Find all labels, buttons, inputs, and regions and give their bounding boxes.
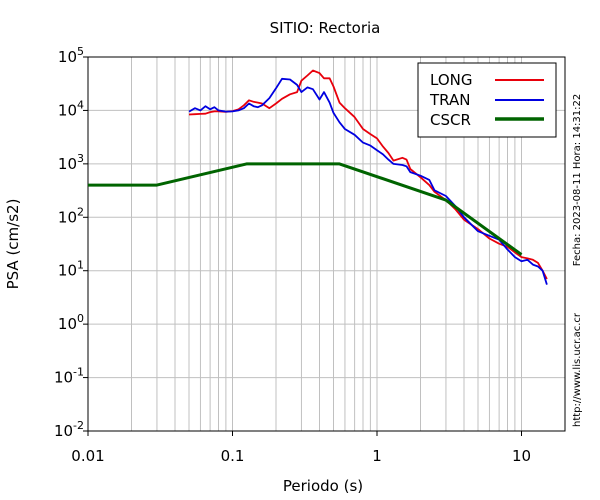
long-series-line: [188, 69, 548, 280]
grid: [88, 57, 565, 431]
legend-label-tran: TRAN: [429, 91, 470, 109]
cscr-series-line: [88, 162, 523, 256]
x-tick-label: 10: [512, 447, 531, 465]
x-tick-label: 1: [372, 447, 382, 465]
y-axis-label: PSA (cm/s2): [4, 199, 22, 290]
legend: LONG TRAN CSCR: [417, 62, 557, 138]
legend-label-cscr: CSCR: [430, 111, 471, 129]
x-tick-label: 0.1: [221, 447, 245, 465]
plot-frame: [87, 56, 566, 432]
tran-series-line: [188, 77, 548, 285]
legend-label-long: LONG: [430, 71, 472, 89]
timestamp-note: Fecha: 2023-08-11 Hora: 14:31:22: [572, 94, 583, 267]
y-tick-label: 103: [58, 152, 84, 173]
y-tick-label: 101: [58, 259, 84, 280]
axis-ticks: 0.01 0.1 1 10 10-2 10-1 100 101 102 103 104 105: [54, 45, 531, 465]
y-tick-label: 10-2: [54, 419, 84, 440]
y-tick-label: 102: [58, 205, 84, 226]
chart-title: SITIO: Rectoria: [270, 19, 381, 37]
url-note: http://www.lis.ucr.ac.cr: [572, 312, 583, 427]
y-tick-label: 10-1: [54, 366, 84, 387]
y-tick-label: 104: [58, 98, 84, 119]
y-tick-label: 100: [58, 312, 84, 333]
series-lines: [88, 69, 548, 285]
y-tick-label: 105: [58, 45, 84, 66]
x-tick-label: 0.01: [71, 447, 104, 465]
x-axis-label: Periodo (s): [283, 477, 363, 495]
